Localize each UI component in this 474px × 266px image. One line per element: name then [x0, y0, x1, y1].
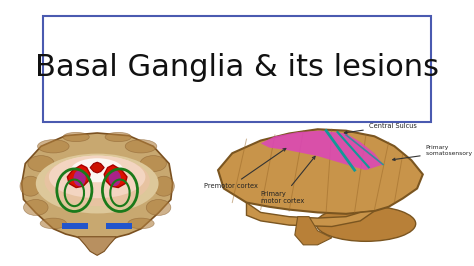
Ellipse shape — [71, 158, 124, 182]
Ellipse shape — [49, 156, 146, 198]
Ellipse shape — [316, 206, 416, 241]
Text: Central Sulcus: Central Sulcus — [344, 123, 417, 134]
Polygon shape — [261, 131, 383, 170]
Ellipse shape — [37, 140, 69, 153]
Ellipse shape — [125, 140, 157, 153]
Polygon shape — [22, 133, 173, 241]
Ellipse shape — [109, 170, 121, 186]
Ellipse shape — [128, 218, 154, 229]
Text: Primary
somatosensory cortex: Primary somatosensory cortex — [392, 145, 474, 161]
Ellipse shape — [63, 132, 89, 142]
Ellipse shape — [146, 200, 171, 215]
Polygon shape — [295, 217, 332, 245]
Ellipse shape — [24, 200, 48, 215]
Polygon shape — [67, 165, 90, 188]
Ellipse shape — [153, 176, 174, 196]
Ellipse shape — [40, 218, 66, 229]
Polygon shape — [246, 203, 374, 227]
Ellipse shape — [140, 156, 166, 172]
Ellipse shape — [73, 170, 86, 186]
Ellipse shape — [36, 154, 159, 213]
Text: Premotor cortex: Premotor cortex — [204, 148, 286, 189]
Bar — [106, 223, 132, 229]
Polygon shape — [90, 162, 104, 173]
FancyBboxPatch shape — [43, 16, 431, 122]
Ellipse shape — [105, 132, 131, 142]
Polygon shape — [78, 237, 117, 255]
Text: Basal Ganglia & its lesions: Basal Ganglia & its lesions — [35, 53, 439, 82]
Ellipse shape — [45, 156, 150, 206]
Text: Primary
motor cortex: Primary motor cortex — [261, 156, 315, 203]
Ellipse shape — [28, 156, 54, 172]
PathPatch shape — [218, 129, 423, 214]
Bar — [62, 223, 88, 229]
Polygon shape — [104, 165, 127, 188]
Ellipse shape — [20, 176, 41, 196]
